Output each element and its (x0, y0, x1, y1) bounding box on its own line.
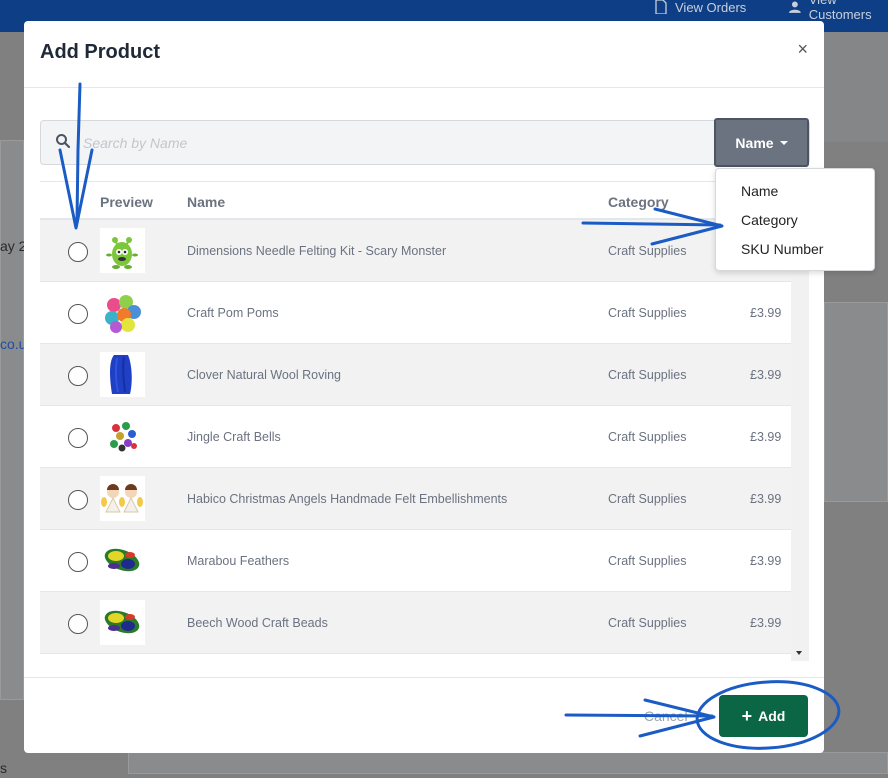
nav-view-orders-label: View Orders (675, 0, 747, 15)
document-icon (655, 0, 667, 14)
modal-header: Add Product × (24, 21, 824, 88)
product-category: Craft Supplies (608, 306, 687, 320)
scroll-down-arrow-icon[interactable] (796, 651, 802, 655)
table-row[interactable]: Clover Natural Wool Roving Craft Supplie… (40, 344, 791, 406)
modal-footer: Cancel + Add (24, 677, 824, 753)
product-thumbnail (100, 538, 145, 583)
search-icon (56, 134, 71, 149)
user-icon (789, 1, 801, 13)
caret-down-icon (779, 140, 788, 145)
angels-image (101, 484, 143, 513)
table-row[interactable]: Dimensions Needle Felting Kit - Scary Mo… (40, 220, 791, 282)
product-name: Beech Wood Craft Beads (187, 616, 328, 630)
product-name: Craft Pom Poms (187, 306, 279, 320)
search-filter-menu: Name Category SKU Number (715, 168, 875, 271)
modal-title: Add Product (40, 41, 160, 63)
table-row[interactable]: Craft Pom Poms Craft Supplies £3.99 (40, 282, 791, 344)
column-header-name: Name (187, 194, 226, 210)
select-radio[interactable] (68, 428, 88, 448)
add-product-modal: Add Product × Name Preview Name Category (24, 21, 824, 753)
green-monster-image (106, 237, 138, 269)
product-price: £3.99 (750, 492, 782, 506)
select-radio[interactable] (68, 366, 88, 386)
bells-image (110, 422, 137, 452)
background-panel-left (0, 140, 24, 700)
product-name: Dimensions Needle Felting Kit - Scary Mo… (187, 244, 447, 258)
nav-view-orders[interactable]: View Orders (655, 0, 747, 15)
product-price: £3.99 (750, 616, 782, 630)
background-panel-right-top (824, 32, 888, 142)
feathers-image (104, 548, 140, 572)
search-filter-label: Name (735, 134, 774, 151)
product-thumbnail (100, 290, 145, 335)
select-radio[interactable] (68, 490, 88, 510)
select-radio[interactable] (68, 614, 88, 634)
feathers-image (104, 610, 140, 634)
product-thumbnail (100, 476, 145, 521)
product-category: Craft Supplies (608, 430, 687, 444)
product-name: Clover Natural Wool Roving (187, 368, 341, 382)
background-panel-bottom (128, 752, 888, 774)
product-list[interactable]: Dimensions Needle Felting Kit - Scary Mo… (40, 220, 791, 661)
background-panel-right (824, 302, 888, 502)
product-thumbnail (100, 228, 145, 273)
select-radio[interactable] (68, 552, 88, 572)
filter-option-category[interactable]: Category (741, 212, 798, 228)
pom-poms-image (105, 295, 141, 333)
select-radio[interactable] (68, 304, 88, 324)
table-header: Preview Name Category (40, 181, 791, 220)
product-name: Marabou Feathers (187, 554, 290, 568)
product-name: Jingle Craft Bells (187, 430, 281, 444)
nav-view-customers[interactable]: View Customers (789, 0, 888, 22)
product-thumbnail (100, 352, 145, 397)
table-row[interactable]: Habico Christmas Angels Handmade Felt Em… (40, 468, 791, 530)
select-radio[interactable] (68, 242, 88, 262)
product-name: Habico Christmas Angels Handmade Felt Em… (187, 492, 508, 506)
table-row[interactable]: Beech Wood Craft Beads Craft Supplies £3… (40, 592, 791, 654)
column-header-preview: Preview (100, 194, 153, 210)
search-bar (40, 120, 810, 165)
product-category: Craft Supplies (608, 616, 687, 630)
cancel-button[interactable]: Cancel (644, 708, 688, 724)
product-price: £3.99 (750, 306, 782, 320)
table-row[interactable]: Jingle Craft Bells Craft Supplies £3.99 (40, 406, 791, 468)
background-text: ay 2 (0, 238, 27, 254)
product-thumbnail (100, 414, 145, 459)
product-category: Craft Supplies (608, 554, 687, 568)
product-thumbnail (100, 600, 145, 645)
search-input[interactable] (81, 121, 711, 164)
product-category: Craft Supplies (608, 244, 687, 258)
background-text: s (0, 760, 7, 776)
blue-wool-image (110, 355, 132, 394)
scrollbar[interactable] (791, 220, 809, 661)
add-button[interactable]: + Add (719, 695, 808, 737)
product-category: Craft Supplies (608, 492, 687, 506)
product-category: Craft Supplies (608, 368, 687, 382)
filter-option-name[interactable]: Name (741, 183, 779, 199)
add-button-label: Add (758, 708, 786, 724)
product-price: £3.99 (750, 430, 782, 444)
product-price: £3.99 (750, 368, 782, 382)
nav-view-customers-label: View Customers (808, 0, 872, 22)
filter-option-sku-number[interactable]: SKU Number (741, 241, 824, 257)
close-button[interactable]: × (797, 39, 808, 59)
background-link: co.u (0, 336, 27, 352)
column-header-category: Category (608, 194, 669, 210)
product-price: £3.99 (750, 554, 782, 568)
plus-icon: + (741, 706, 753, 726)
table-row[interactable]: Marabou Feathers Craft Supplies £3.99 (40, 530, 791, 592)
search-filter-dropdown-button[interactable]: Name (714, 118, 809, 167)
